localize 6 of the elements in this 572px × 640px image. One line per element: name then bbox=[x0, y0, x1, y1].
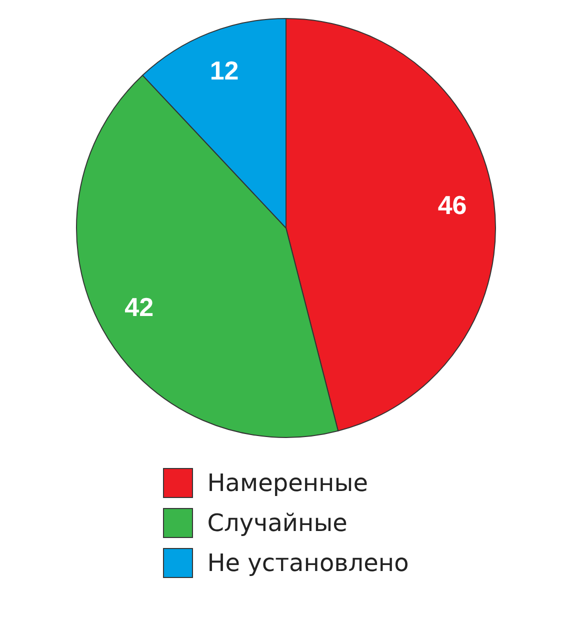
data-label: 12 bbox=[210, 55, 239, 86]
legend-label: Намеренные bbox=[207, 469, 368, 497]
legend-label: Не установлено bbox=[207, 549, 409, 577]
data-label: 42 bbox=[124, 292, 154, 322]
legend-label: Случайные bbox=[207, 509, 348, 537]
data-label: 46 bbox=[438, 190, 467, 220]
